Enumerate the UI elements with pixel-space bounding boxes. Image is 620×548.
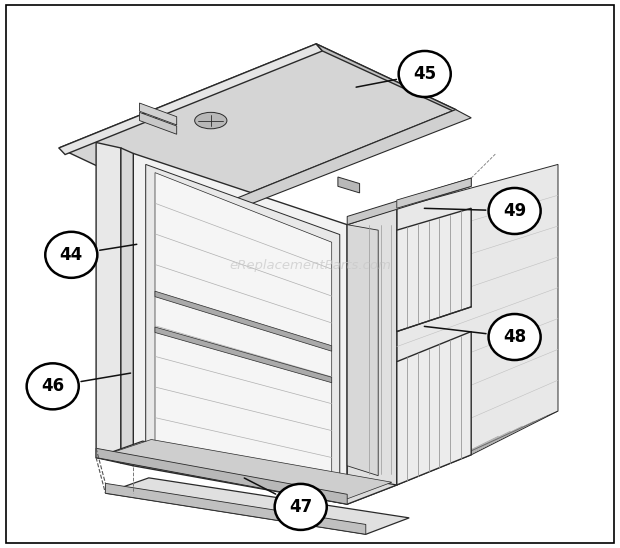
Polygon shape	[316, 44, 462, 115]
Text: 44: 44	[60, 246, 83, 264]
Polygon shape	[155, 173, 332, 484]
Circle shape	[45, 232, 97, 278]
Polygon shape	[155, 327, 332, 383]
Polygon shape	[140, 103, 177, 125]
Polygon shape	[347, 208, 397, 504]
Polygon shape	[140, 112, 177, 134]
Polygon shape	[146, 164, 340, 493]
Text: 48: 48	[503, 328, 526, 346]
Text: 47: 47	[289, 498, 312, 516]
Text: 46: 46	[41, 378, 64, 395]
Polygon shape	[155, 291, 332, 351]
Polygon shape	[59, 44, 322, 155]
Polygon shape	[347, 178, 471, 225]
Circle shape	[399, 51, 451, 97]
Polygon shape	[397, 332, 471, 485]
Polygon shape	[133, 153, 347, 504]
Polygon shape	[96, 441, 397, 504]
Circle shape	[275, 484, 327, 530]
Text: 45: 45	[413, 65, 436, 83]
Polygon shape	[198, 110, 471, 221]
Text: eReplacementParts.com: eReplacementParts.com	[229, 259, 391, 272]
Polygon shape	[105, 478, 409, 534]
Polygon shape	[59, 44, 456, 214]
Text: 49: 49	[503, 202, 526, 220]
Ellipse shape	[195, 112, 227, 129]
Polygon shape	[347, 225, 378, 476]
Polygon shape	[338, 177, 360, 193]
Polygon shape	[121, 148, 133, 466]
Polygon shape	[96, 448, 347, 504]
Polygon shape	[397, 164, 558, 485]
Polygon shape	[397, 208, 471, 332]
Polygon shape	[105, 439, 392, 500]
Circle shape	[27, 363, 79, 409]
Polygon shape	[96, 142, 121, 463]
Circle shape	[489, 314, 541, 360]
Polygon shape	[397, 178, 471, 208]
Circle shape	[489, 188, 541, 234]
Polygon shape	[397, 411, 558, 485]
Polygon shape	[105, 483, 366, 534]
